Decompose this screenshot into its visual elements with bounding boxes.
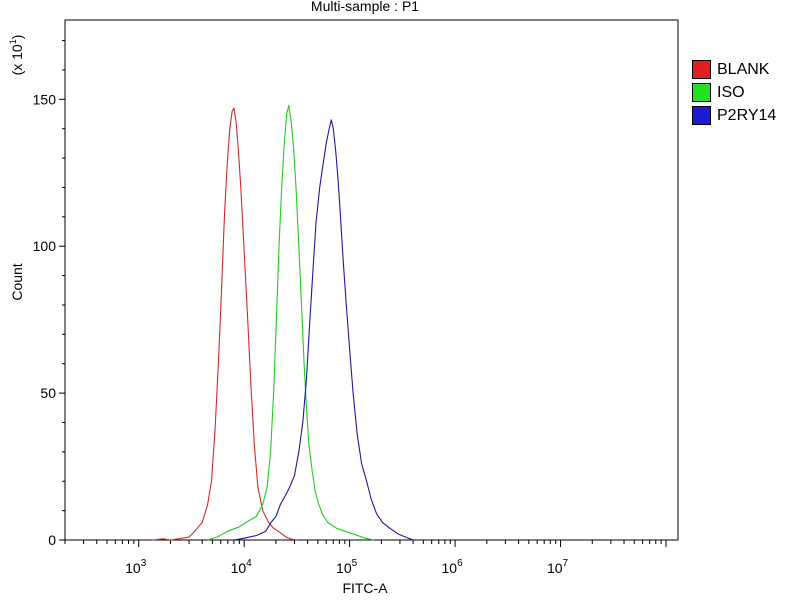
x-tick-label: 104 — [231, 558, 253, 576]
chart-title: Multi-sample : P1 — [310, 0, 420, 14]
legend-swatch-p2ry14 — [692, 106, 711, 125]
x-tick-label: 105 — [336, 558, 358, 576]
y-axis-multiplier-base: (x 10 — [9, 44, 25, 75]
x-tick-label: 103 — [125, 558, 147, 576]
series-layer — [152, 104, 414, 541]
legend-item-p2ry14: P2RY14 — [692, 104, 776, 127]
x-tick-label: 107 — [547, 558, 569, 576]
series-line-p2ry14 — [233, 119, 414, 541]
x-tick-label: 106 — [442, 558, 464, 576]
legend: BLANK ISO P2RY14 — [692, 58, 776, 127]
legend-swatch-iso — [692, 83, 711, 102]
legend-item-iso: ISO — [692, 81, 776, 104]
legend-label-p2ry14: P2RY14 — [717, 106, 777, 124]
legend-label-blank: BLANK — [717, 60, 770, 78]
legend-item-blank: BLANK — [692, 58, 776, 81]
x-axis-label: FITC-A — [342, 580, 388, 596]
series-line-iso — [207, 104, 375, 541]
y-axis-label: Count — [9, 263, 25, 300]
y-tick-label: 50 — [40, 385, 56, 401]
plot-frame — [64, 19, 679, 541]
y-axis-multiplier: (x 101) — [8, 35, 25, 76]
y-axis-multiplier-exp: 1 — [8, 39, 18, 44]
legend-label-iso: ISO — [717, 83, 745, 101]
y-tick-label: 0 — [48, 532, 56, 548]
y-tick-label: 100 — [33, 238, 57, 254]
series-line-blank — [152, 107, 298, 541]
axes: 0 50 100 150 103 104 105 106 107 — [33, 19, 679, 576]
legend-swatch-blank — [692, 60, 711, 79]
y-tick-label: 150 — [33, 91, 57, 107]
